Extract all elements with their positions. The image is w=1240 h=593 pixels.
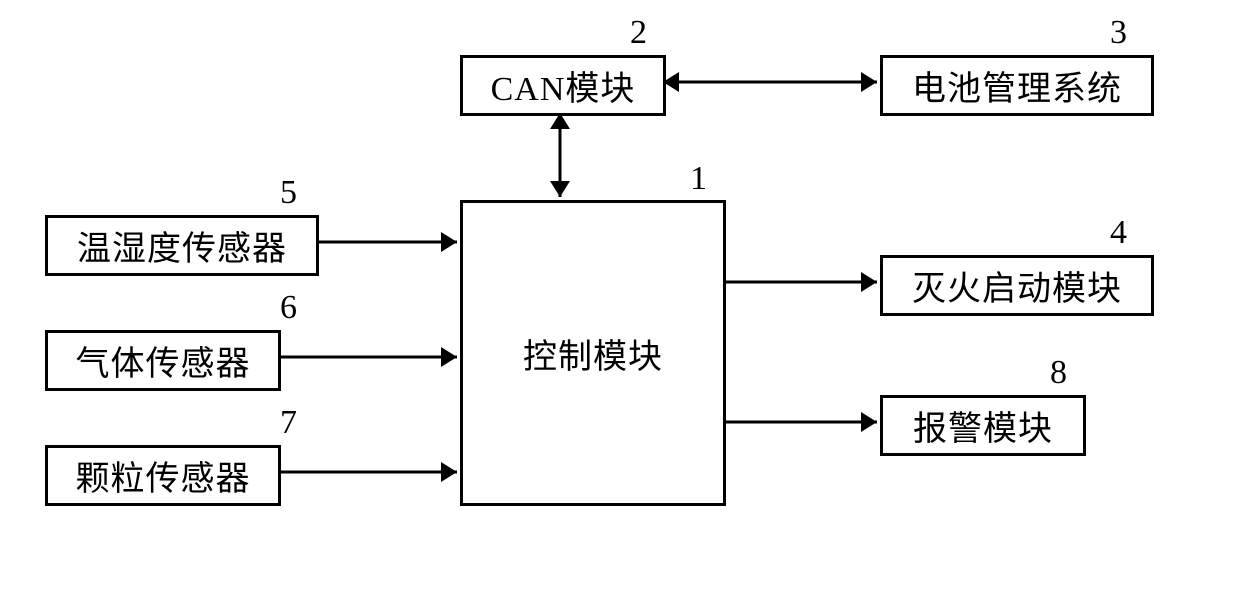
node-fire: 灭火启动模块 xyxy=(880,255,1154,316)
id-control: 1 xyxy=(690,160,707,198)
node-label: 控制模块 xyxy=(523,329,663,378)
node-label: 温湿度传感器 xyxy=(77,221,287,270)
node-gas: 气体传感器 xyxy=(45,330,281,391)
id-temp: 5 xyxy=(280,174,297,212)
id-gas: 6 xyxy=(280,289,297,327)
node-alarm: 报警模块 xyxy=(880,395,1086,456)
id-particle: 7 xyxy=(280,404,297,442)
node-label: 电池管理系统 xyxy=(912,61,1122,110)
id-can: 2 xyxy=(630,14,647,52)
node-can: CAN模块 xyxy=(460,55,666,116)
node-label: 颗粒传感器 xyxy=(76,451,251,500)
node-particle: 颗粒传感器 xyxy=(45,445,281,506)
id-alarm: 8 xyxy=(1050,354,1067,392)
node-label: 灭火启动模块 xyxy=(912,261,1122,310)
id-fire: 4 xyxy=(1110,214,1127,252)
id-bms: 3 xyxy=(1110,14,1127,52)
node-bms: 电池管理系统 xyxy=(880,55,1154,116)
node-label: CAN模块 xyxy=(491,61,636,110)
node-temp: 温湿度传感器 xyxy=(45,215,319,276)
node-label: 报警模块 xyxy=(913,401,1053,450)
node-control: 控制模块 xyxy=(460,200,726,506)
node-label: 气体传感器 xyxy=(76,336,251,385)
